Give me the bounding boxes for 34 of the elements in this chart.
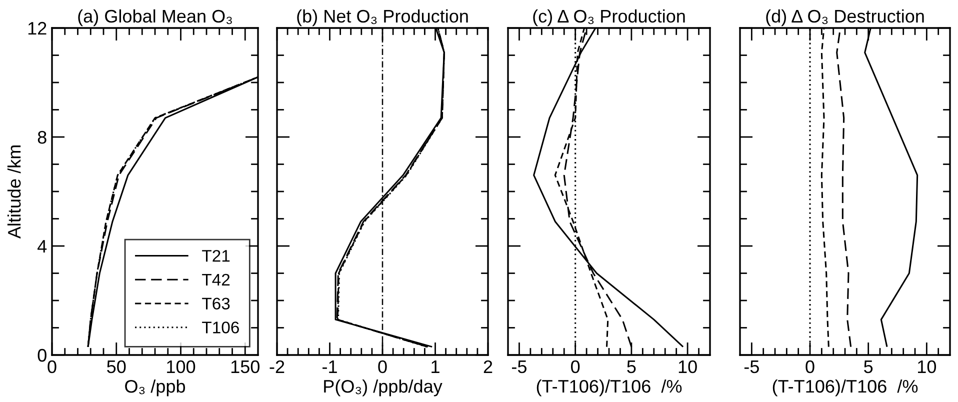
x-tick-label: -2	[270, 360, 284, 373]
x-tick-label: -1	[322, 360, 337, 373]
x-tick-label: 5	[864, 360, 873, 374]
y-tick-label: 4	[38, 240, 47, 253]
legend-label: T42	[202, 274, 230, 286]
x-tick-label: 50	[107, 360, 126, 374]
x-axis-title: P(O₃) /ppb/day	[324, 379, 442, 396]
chart-title: (a) Global Mean O₃	[78, 9, 232, 26]
x-tick-label: 1	[432, 360, 440, 373]
x-tick-label: 100	[167, 360, 196, 374]
y-tick-label: 0	[38, 348, 46, 362]
y-tick-label: 8	[38, 130, 46, 144]
x-tick-label: 150	[231, 360, 260, 374]
x-axis-title: (T-T106)/T106 /%	[772, 379, 918, 396]
x-tick-label: 2	[484, 360, 492, 373]
x-tick-label: 0	[806, 360, 814, 374]
x-axis-title: O₃ /ppb	[125, 379, 186, 396]
y-tick-label: 12	[28, 22, 46, 35]
chart-title: (c) Δ O₃ Production	[533, 9, 685, 26]
chart-title: (b) Net O₃ Production	[297, 9, 468, 26]
x-tick-label: 0	[571, 360, 580, 374]
legend-label: T106	[202, 322, 239, 334]
x-tick-label: 5	[627, 360, 636, 374]
legend-label: T21	[202, 250, 230, 262]
chart-title: (d) Δ O₃ Destruction	[766, 9, 924, 26]
x-tick-label: -5	[512, 360, 526, 374]
x-tick-label: 0	[378, 360, 387, 374]
x-tick-label: 10	[918, 360, 936, 374]
x-axis-title: (T-T106)/T106 /%	[536, 379, 682, 396]
x-tick-label: 0	[48, 360, 56, 374]
legend-label: T63	[202, 298, 230, 310]
x-tick-label: 10	[678, 360, 697, 374]
y-axis-title: Altitude /km	[7, 146, 21, 239]
x-tick-label: -5	[744, 360, 759, 374]
